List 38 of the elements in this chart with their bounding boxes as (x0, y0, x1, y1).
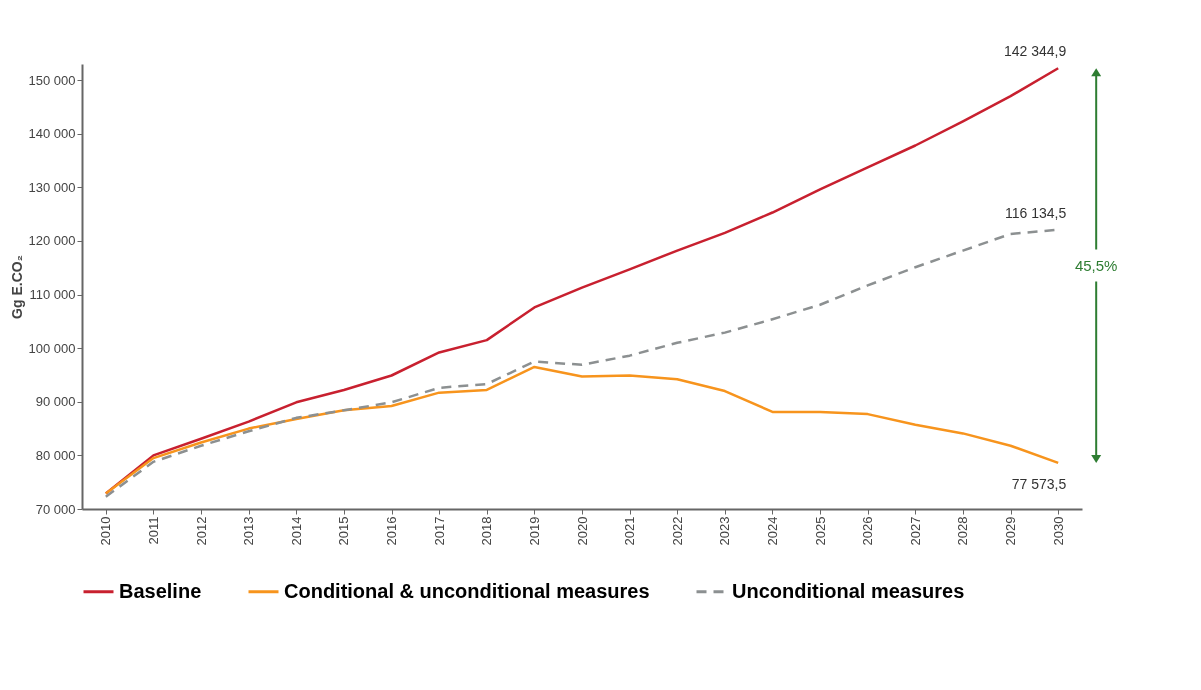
x-tick-label: 2026 (860, 516, 876, 546)
y-tick-label: 100 000 (28, 340, 76, 356)
y-tick-label: 80 000 (35, 447, 76, 463)
y-tick-label: 120 000 (28, 233, 76, 249)
y-tick-label: 150 000 (28, 72, 76, 88)
legend-label: Unconditional measures (732, 579, 965, 602)
x-tick-label: 2028 (955, 516, 971, 546)
annotation: 142 344,9 (1003, 43, 1067, 60)
x-tick-label: 2011 (145, 516, 161, 545)
x-tick-label: 2030 (1050, 516, 1066, 546)
annotation: 116 134,5 (1004, 204, 1067, 221)
x-tick-label: 2013 (241, 516, 257, 546)
annotation: 45,5% (1074, 256, 1118, 274)
x-tick-label: 2010 (98, 516, 114, 546)
x-tick-label: 2024 (764, 516, 780, 546)
x-tick-label: 2019 (526, 516, 542, 546)
x-tick-label: 2015 (336, 516, 352, 546)
x-tick-label: 2014 (288, 516, 304, 546)
x-tick-label: 2027 (907, 516, 923, 546)
x-tick-label: 2018 (479, 516, 495, 546)
x-tick-label: 2016 (384, 516, 400, 546)
x-tick-label: 2017 (431, 516, 447, 546)
y-axis-title: Gg E.CO₂ (8, 255, 25, 319)
y-tick-label: 130 000 (28, 179, 76, 195)
y-tick-label: 110 000 (29, 287, 76, 303)
annotation: 77 573,5 (1011, 475, 1067, 492)
y-tick-label: 140 000 (28, 126, 76, 142)
x-tick-label: 2025 (812, 516, 828, 546)
y-tick-label: 70 000 (35, 501, 76, 517)
x-tick-label: 2029 (1003, 516, 1019, 546)
y-tick-label: 90 000 (35, 394, 76, 410)
legend-label: Baseline (119, 579, 202, 602)
x-tick-label: 2012 (193, 516, 209, 546)
x-tick-label: 2020 (574, 516, 590, 546)
x-tick-label: 2023 (717, 516, 733, 546)
x-tick-label: 2021 (622, 516, 638, 546)
x-tick-label: 2022 (669, 516, 685, 546)
legend-label: Conditional & unconditional measures (284, 579, 650, 602)
